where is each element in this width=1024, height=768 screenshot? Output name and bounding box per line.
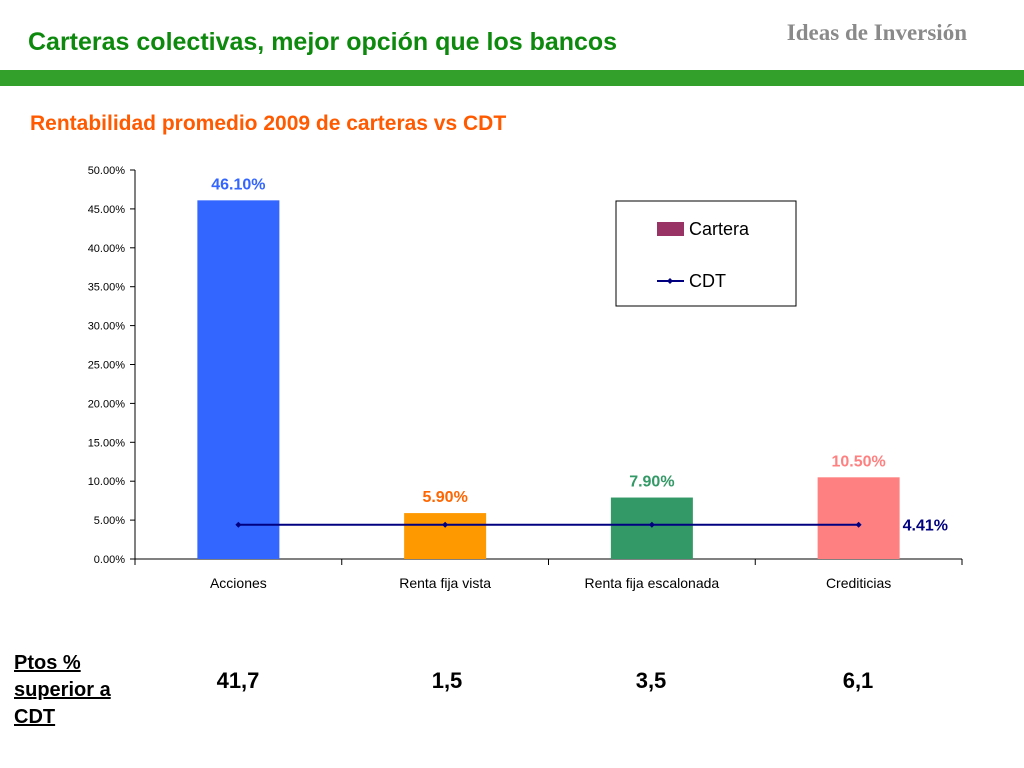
points-table-header: Ptos % superior a CDT xyxy=(14,652,111,728)
cdt-marker xyxy=(855,521,862,528)
y-tick-label: 5.00% xyxy=(94,515,125,527)
category-label: Acciones xyxy=(210,575,267,591)
bar-0 xyxy=(197,200,280,560)
y-tick-label: 40.00% xyxy=(88,243,126,255)
slide-title: Carteras colectivas, mejor opción que lo… xyxy=(28,28,618,56)
cdt-marker xyxy=(648,521,655,528)
legend-label-cartera: Cartera xyxy=(689,219,750,239)
y-tick-label: 0.00% xyxy=(94,554,125,566)
y-tick-label: 30.00% xyxy=(88,321,126,333)
points-value-acciones: 41,7 xyxy=(216,668,260,693)
bar-data-label: 7.90% xyxy=(629,474,674,491)
header-divider xyxy=(0,70,1024,86)
points-value-renta-fija-vista: 1,5 xyxy=(431,668,463,693)
legend-marker-cdt xyxy=(667,278,673,284)
y-tick-label: 50.00% xyxy=(88,165,126,177)
bar-data-label: 10.50% xyxy=(831,453,885,470)
y-tick-label: 25.00% xyxy=(88,360,126,372)
bar-1 xyxy=(404,513,487,559)
y-tick-label: 15.00% xyxy=(88,437,126,449)
y-tick-label: 35.00% xyxy=(88,282,126,294)
legend-swatch-cartera xyxy=(657,222,684,236)
legend-box xyxy=(615,200,797,307)
y-tick-label: 20.00% xyxy=(88,398,126,410)
y-tick-label: 10.00% xyxy=(88,476,126,488)
category-label: Renta fija escalonada xyxy=(585,575,720,591)
bar-3 xyxy=(817,477,900,559)
brand-label: Ideas de Inversión xyxy=(786,20,967,45)
cdt-marker xyxy=(442,521,449,528)
bar-2 xyxy=(610,497,693,559)
bar-data-label: 5.90% xyxy=(422,489,467,506)
bar-data-label: 46.10% xyxy=(211,176,265,193)
bar-chart: 0.00% 5.00% 10.00% 15.00% 20.00% 25.00% 30.00%… xyxy=(88,165,963,591)
category-label: Renta fija vista xyxy=(399,575,491,591)
legend-label-cdt: CDT xyxy=(689,271,726,291)
chart-subtitle: Rentabilidad promedio 2009 de carteras v… xyxy=(30,112,507,135)
points-value-crediticias: 6,1 xyxy=(842,668,874,693)
cdt-data-label: 4.41% xyxy=(903,518,948,535)
category-label: Crediticias xyxy=(826,575,891,591)
points-value-renta-fija-escalonada: 3,5 xyxy=(635,668,667,693)
y-tick-label: 45.00% xyxy=(88,204,126,216)
cdt-marker xyxy=(235,521,242,528)
